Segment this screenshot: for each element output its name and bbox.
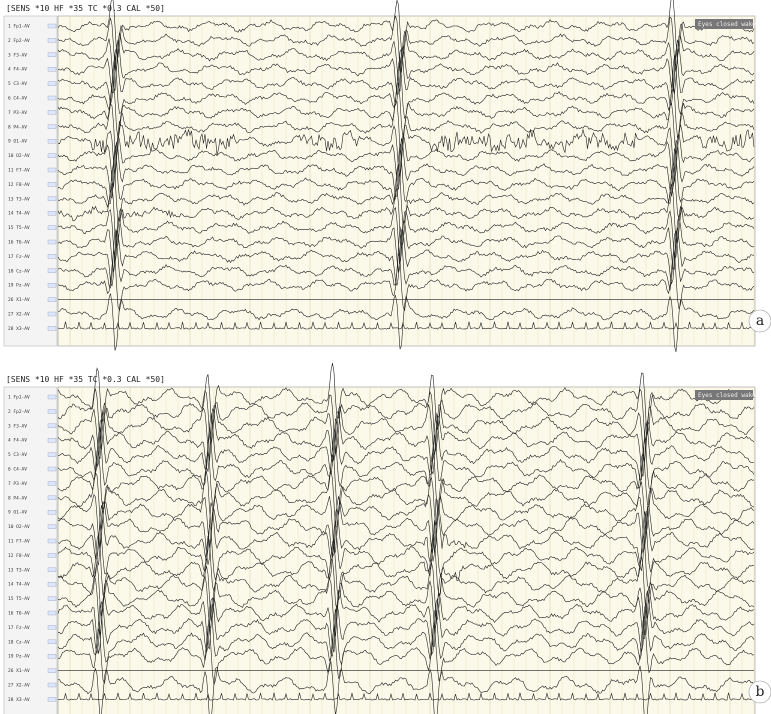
channel-marker	[48, 525, 56, 529]
channel-label: 27 X2-AV	[8, 312, 30, 318]
channel-label: 9 O1-AV	[8, 139, 27, 145]
panel-letter: a	[756, 313, 764, 329]
channel-marker	[48, 312, 56, 316]
figure: [SENS *10 HF *35 TC *0.3 CAL *50] 1 Fp1-A…	[0, 0, 771, 714]
annotation: Eyes closed wake	[698, 392, 756, 399]
channel-label: 8 P4-AV	[8, 495, 27, 501]
channel-label: 27 X2-AV	[8, 683, 30, 689]
channel-label: 6 C4-AV	[8, 96, 27, 102]
channel-label: 16 T6-AV	[8, 611, 30, 617]
channel-marker	[48, 553, 56, 557]
channel-marker	[48, 438, 56, 442]
channel-label: 5 C3-AV	[8, 452, 27, 458]
channel-marker	[48, 168, 56, 172]
channel-marker	[48, 211, 56, 215]
channel-label: 10 O2-AV	[8, 153, 30, 159]
channel-label: 2 Fp2-AV	[8, 409, 30, 415]
channel-marker	[48, 654, 56, 658]
channel-marker	[48, 395, 56, 399]
channel-marker	[48, 182, 56, 186]
channel-label: 28 X3-AV	[8, 697, 30, 703]
channel-marker	[48, 539, 56, 543]
channel-marker	[48, 582, 56, 586]
channel-marker	[48, 96, 56, 100]
channel-marker	[48, 226, 56, 230]
channel-label: 18 Cz-AV	[8, 268, 30, 274]
channel-label: 14 T4-AV	[8, 582, 30, 588]
channel-label: 7 P3-AV	[8, 481, 27, 487]
channel-marker	[48, 125, 56, 129]
channel-marker	[48, 496, 56, 500]
channel-marker	[48, 53, 56, 57]
channel-label: 8 P4-AV	[8, 124, 27, 130]
channel-label: 12 F8-AV	[8, 182, 30, 188]
channel-label: 2 Fp2-AV	[8, 38, 30, 44]
channel-label: 4 F4-AV	[8, 67, 27, 73]
channel-marker	[48, 139, 56, 143]
channel-label: 5 C3-AV	[8, 81, 27, 87]
channel-marker	[48, 683, 56, 687]
channel-label: 18 Cz-AV	[8, 639, 30, 645]
label-column	[4, 387, 57, 714]
channel-label: 13 T3-AV	[8, 196, 30, 202]
eeg-panel: [SENS *10 HF *35 TC *0.3 CAL *50] 1 Fp1-A…	[4, 0, 771, 352]
channel-marker	[48, 269, 56, 273]
channel-label: 11 F7-AV	[8, 168, 30, 174]
channel-marker	[48, 481, 56, 485]
channel-marker	[48, 625, 56, 629]
header: [SENS *10 HF *35 TC *0.3 CAL *50]	[6, 375, 165, 384]
eeg-panel: [SENS *10 HF *35 TC *0.3 CAL *50] 1 Fp1-A…	[4, 363, 771, 714]
channel-marker	[48, 453, 56, 457]
channel-marker	[48, 409, 56, 413]
channel-marker	[48, 254, 56, 258]
channel-marker	[48, 640, 56, 644]
channel-label: 6 C4-AV	[8, 467, 27, 473]
channel-label: 19 Pz-AV	[8, 283, 30, 289]
channel-marker	[48, 568, 56, 572]
channel-label: 17 Fz-AV	[8, 625, 30, 631]
channel-marker	[48, 669, 56, 673]
channel-marker	[48, 298, 56, 302]
channel-marker	[48, 467, 56, 471]
annotation: Eyes closed wake	[698, 21, 756, 28]
channel-label: 15 T5-AV	[8, 225, 30, 231]
channel-label: 26 X1-AV	[8, 297, 30, 303]
header: [SENS *10 HF *35 TC *0.3 CAL *50]	[6, 4, 165, 13]
channel-label: 9 O1-AV	[8, 510, 27, 516]
channel-label: 7 P3-AV	[8, 110, 27, 116]
channel-marker	[48, 197, 56, 201]
channel-marker	[48, 597, 56, 601]
channel-label: 14 T4-AV	[8, 211, 30, 217]
channel-marker	[48, 424, 56, 428]
channel-marker	[48, 38, 56, 42]
channel-marker	[48, 82, 56, 86]
channel-label: 12 F8-AV	[8, 553, 30, 559]
channel-label: 28 X3-AV	[8, 326, 30, 332]
channel-marker	[48, 110, 56, 114]
channel-label: 17 Fz-AV	[8, 254, 30, 260]
panel-letter: b	[756, 684, 765, 700]
channel-label: 4 F4-AV	[8, 438, 27, 444]
channel-label: 26 X1-AV	[8, 668, 30, 674]
channel-label: 19 Pz-AV	[8, 654, 30, 660]
channel-marker	[48, 510, 56, 514]
channel-label: 3 F3-AV	[8, 52, 27, 58]
channel-marker	[48, 326, 56, 330]
channel-label: 13 T3-AV	[8, 567, 30, 573]
label-column	[4, 16, 57, 346]
channel-label: 16 T6-AV	[8, 240, 30, 246]
channel-marker	[48, 611, 56, 615]
channel-marker	[48, 697, 56, 701]
channel-marker	[48, 283, 56, 287]
channel-label: 1 Fp1-AV	[8, 395, 30, 401]
channel-marker	[48, 24, 56, 28]
channel-marker	[48, 240, 56, 244]
channel-label: 3 F3-AV	[8, 423, 27, 429]
channel-label: 10 O2-AV	[8, 524, 30, 530]
channel-label: 1 Fp1-AV	[8, 24, 30, 30]
channel-marker	[48, 67, 56, 71]
channel-marker	[48, 154, 56, 158]
channel-label: 15 T5-AV	[8, 596, 30, 602]
channel-label: 11 F7-AV	[8, 539, 30, 545]
